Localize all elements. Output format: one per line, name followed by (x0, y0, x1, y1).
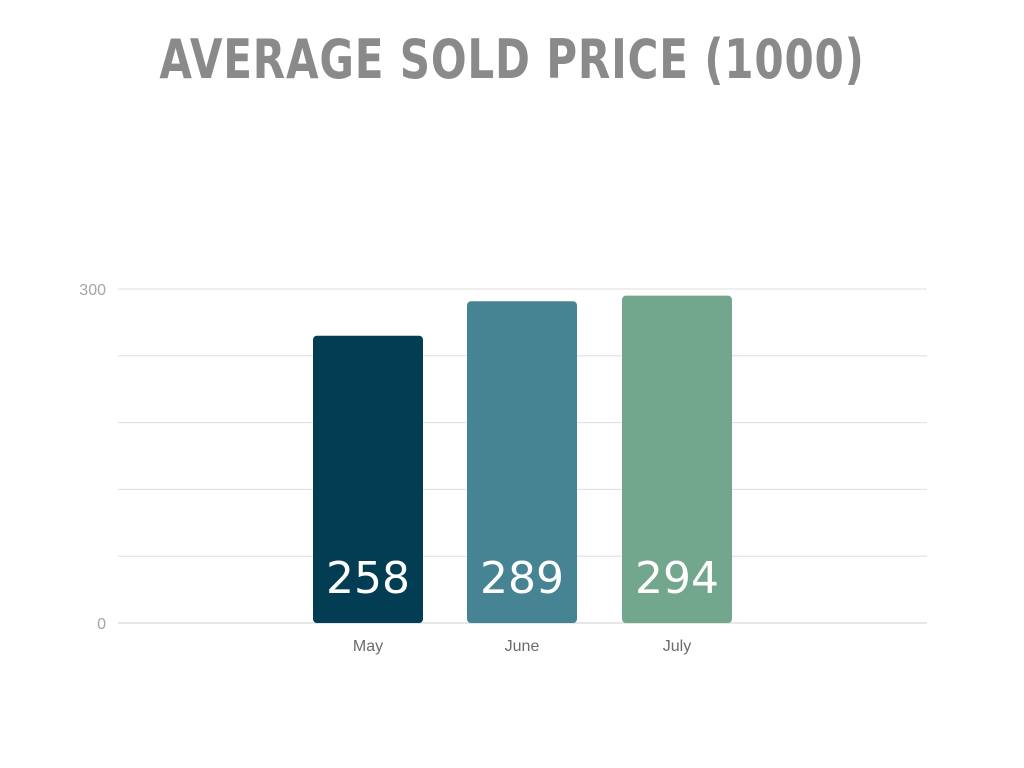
data-label: 258 (326, 553, 410, 604)
y-tick-label: 0 (97, 616, 106, 633)
data-label: 294 (635, 553, 719, 604)
bars (313, 295, 732, 623)
x-category-label: June (505, 638, 540, 655)
bar (467, 301, 577, 623)
x-category-label: May (353, 638, 383, 655)
data-label: 289 (480, 553, 564, 604)
bar (622, 295, 732, 623)
y-tick-label: 300 (79, 282, 106, 299)
labels: 0 300 258 May 289 June 294 July (79, 282, 719, 655)
chart-title: AVERAGE SOLD PRICE (1000) (159, 28, 865, 91)
bar (313, 335, 423, 623)
x-category-label: July (663, 638, 691, 655)
